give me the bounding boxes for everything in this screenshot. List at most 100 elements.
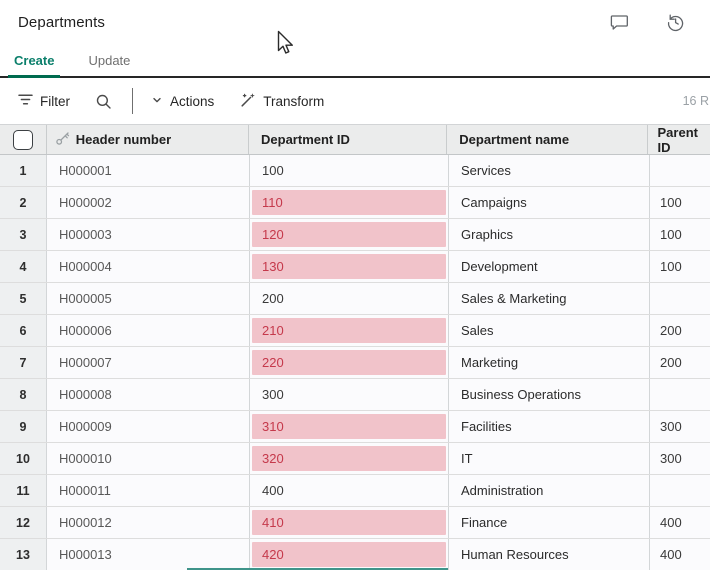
parent-id-cell[interactable] (650, 379, 710, 410)
parent-id-cell[interactable] (650, 475, 710, 506)
grid-header-row: Header number Department ID Department n… (0, 125, 710, 155)
department-name-cell[interactable]: Human Resources (449, 539, 650, 570)
select-all-checkbox[interactable] (12, 129, 33, 150)
header-number-cell[interactable]: H000001 (47, 155, 250, 186)
department-name-cell[interactable]: IT (449, 443, 650, 474)
header-number-cell[interactable]: H000012 (47, 507, 250, 538)
page-title: Departments (18, 13, 105, 31)
department-id-cell[interactable]: 400 (250, 475, 449, 506)
department-id-cell[interactable]: 120 (250, 219, 449, 250)
actions-button[interactable]: Actions (151, 94, 214, 109)
department-name-cell[interactable]: Business Operations (449, 379, 650, 410)
department-name-cell[interactable]: Marketing (449, 347, 650, 378)
parent-id-cell[interactable] (650, 283, 710, 314)
department-name-cell[interactable]: Campaigns (449, 187, 650, 218)
department-id-cell[interactable]: 420 (250, 539, 449, 570)
header-number-cell[interactable]: H000002 (47, 187, 250, 218)
department-id-value: 110 (252, 190, 446, 215)
department-id-cell[interactable]: 310 (250, 411, 449, 442)
tab-bar: Create Update (0, 44, 710, 78)
filter-button[interactable]: Filter (18, 93, 70, 109)
column-header-department-name[interactable]: Department name (447, 125, 648, 154)
row-number-cell[interactable]: 9 (0, 411, 47, 442)
department-id-cell[interactable]: 220 (250, 347, 449, 378)
header-number-cell[interactable]: H000006 (47, 315, 250, 346)
parent-id-cell[interactable]: 300 (660, 419, 682, 434)
data-grid: Header number Department ID Department n… (0, 124, 710, 570)
tab-update-label: Update (88, 53, 131, 68)
table-row: 7 H000007 220 Marketing 200 (0, 347, 710, 379)
row-number-cell[interactable]: 13 (0, 539, 47, 570)
department-id-cell[interactable]: 410 (250, 507, 449, 538)
tab-create[interactable]: Create (8, 53, 61, 78)
department-name-cell[interactable]: Facilities (449, 411, 650, 442)
horizontal-scrollbar-thumb[interactable] (187, 568, 448, 570)
history-icon[interactable] (664, 11, 686, 33)
department-id-cell[interactable]: 110 (250, 187, 449, 218)
header-number-cell[interactable]: H000009 (47, 411, 250, 442)
transform-button[interactable]: Transform (240, 92, 324, 111)
department-name-cell[interactable]: Sales & Marketing (449, 283, 650, 314)
parent-id-cell[interactable] (650, 155, 710, 186)
header-number-cell[interactable]: H000007 (47, 347, 250, 378)
parent-id-cell[interactable]: 200 (660, 355, 682, 370)
filter-icon (18, 93, 33, 109)
department-name-cell[interactable]: Graphics (449, 219, 650, 250)
department-id-cell[interactable]: 100 (250, 155, 449, 186)
department-id-value: 130 (252, 254, 446, 279)
wand-icon (240, 92, 256, 111)
column-header-header-number[interactable]: Header number (47, 125, 250, 154)
department-id-value: 320 (252, 446, 446, 471)
department-name-cell[interactable]: Administration (449, 475, 650, 506)
department-name-cell[interactable]: Finance (449, 507, 650, 538)
parent-id-cell[interactable]: 100 (660, 259, 682, 274)
header-number-cell[interactable]: H000003 (47, 219, 250, 250)
table-row: 10 H000010 320 IT 300 (0, 443, 710, 475)
column-header-department-id[interactable]: Department ID (249, 125, 448, 154)
parent-id-cell[interactable]: 200 (660, 323, 682, 338)
parent-id-cell[interactable]: 400 (660, 547, 682, 562)
department-id-value: 400 (262, 483, 284, 498)
row-count: 16 R (682, 94, 709, 108)
header-number-cell[interactable]: H000008 (47, 379, 250, 410)
department-name-cell[interactable]: Services (449, 155, 650, 186)
department-id-cell[interactable]: 210 (250, 315, 449, 346)
comment-icon[interactable] (608, 11, 630, 33)
tab-update[interactable]: Update (82, 53, 136, 76)
header-number-cell[interactable]: H000011 (47, 475, 250, 506)
parent-id-cell[interactable]: 100 (660, 195, 682, 210)
parent-id-cell[interactable]: 400 (660, 515, 682, 530)
parent-id-cell[interactable]: 100 (660, 227, 682, 242)
header-number-cell[interactable]: H000004 (47, 251, 250, 282)
filter-label: Filter (40, 93, 70, 109)
row-number-cell[interactable]: 6 (0, 315, 47, 346)
row-number-cell[interactable]: 2 (0, 187, 47, 218)
department-name-cell[interactable]: Development (449, 251, 650, 282)
header-number-cell[interactable]: H000010 (47, 443, 250, 474)
department-id-cell[interactable]: 300 (250, 379, 449, 410)
row-number-cell[interactable]: 7 (0, 347, 47, 378)
column-header-parent-id[interactable]: Parent ID (648, 125, 710, 155)
row-number-cell[interactable]: 1 (0, 155, 47, 186)
department-id-cell[interactable]: 130 (250, 251, 449, 282)
department-id-cell[interactable]: 200 (250, 283, 449, 314)
table-row: 6 H000006 210 Sales 200 (0, 315, 710, 347)
parent-id-cell[interactable]: 300 (660, 451, 682, 466)
department-id-value: 120 (252, 222, 446, 247)
department-id-value: 200 (262, 291, 284, 306)
row-number-cell[interactable]: 4 (0, 251, 47, 282)
row-number-cell[interactable]: 3 (0, 219, 47, 250)
department-id-cell[interactable]: 320 (250, 443, 449, 474)
row-number-cell[interactable]: 5 (0, 283, 47, 314)
row-number-cell[interactable]: 11 (0, 475, 47, 506)
header-number-cell[interactable]: H000005 (47, 283, 250, 314)
row-number-cell[interactable]: 10 (0, 443, 47, 474)
row-number-cell[interactable]: 8 (0, 379, 47, 410)
topbar: Departments (0, 0, 710, 44)
column-header-label: Department name (459, 132, 570, 147)
header-number-cell[interactable]: H000013 (47, 539, 250, 570)
department-name-cell[interactable]: Sales (449, 315, 650, 346)
search-icon[interactable] (92, 90, 114, 112)
row-number-cell[interactable]: 12 (0, 507, 47, 538)
toolbar-divider (132, 88, 133, 114)
